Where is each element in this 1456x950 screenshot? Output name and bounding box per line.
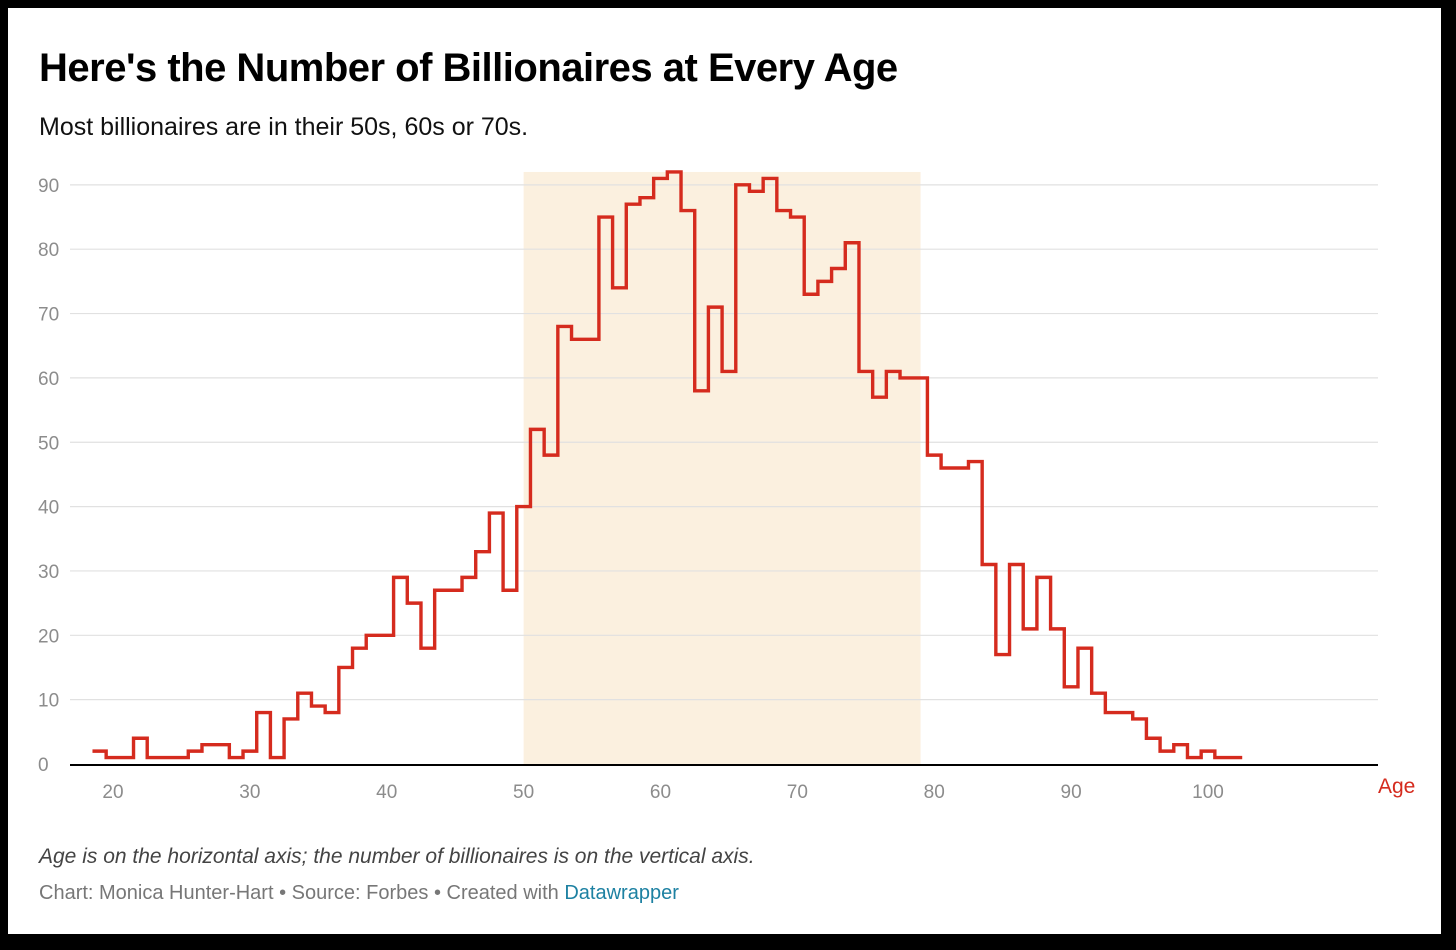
x-tick-label: 90: [1061, 782, 1082, 803]
datawrapper-link[interactable]: Datawrapper: [564, 882, 679, 904]
x-tick-label: 100: [1192, 782, 1224, 803]
y-tick-label: 0: [38, 755, 49, 776]
x-tick-label: 70: [787, 782, 808, 803]
y-tick-label: 10: [38, 691, 59, 712]
x-tick-label: 80: [924, 782, 945, 803]
y-tick-label: 90: [38, 176, 59, 197]
grid-layer: [70, 184, 1378, 701]
series-line: [92, 170, 1243, 760]
x-tick-label: 40: [376, 782, 397, 803]
chart-card: Here's the Number of Billionaires at Eve…: [8, 8, 1441, 934]
chart-title: Here's the Number of Billionaires at Eve…: [39, 46, 898, 90]
chart-note: Age is on the horizontal axis; the numbe…: [39, 845, 755, 868]
byline-author: Chart: Monica Hunter-Hart: [39, 882, 274, 904]
y-tick-label: 20: [38, 626, 59, 647]
highlight-layer: [523, 171, 921, 765]
byline-source: Source: Forbes: [291, 882, 429, 904]
y-tick-label: 40: [38, 498, 59, 519]
byline-separator: •: [428, 882, 447, 904]
x-tick-label: 20: [102, 782, 123, 803]
x-tick-label: 30: [239, 782, 260, 803]
byline-created-with: Created with: [446, 882, 565, 904]
x-tick-label: 60: [650, 782, 671, 803]
y-tick-label: 50: [38, 433, 59, 454]
chart-byline: Chart: Monica Hunter-Hart • Source: Forb…: [39, 882, 679, 905]
highlight-band: [523, 171, 921, 765]
step-chart: 0 10 20 30 40 50 60 70 80 90 20 30 40 50 60 70 80 90 100 A…: [38, 170, 1415, 803]
y-tick-label: 80: [38, 240, 59, 261]
chart-subtitle: Most billionaires are in their 50s, 60s …: [39, 113, 529, 141]
series-layer: [92, 170, 1243, 760]
x-axis-title: Age: [1378, 775, 1415, 798]
x-tick-label: 50: [513, 782, 534, 803]
byline-separator: •: [273, 882, 292, 904]
axis-layer: 0 10 20 30 40 50 60 70 80 90 20 30 40 50 60 70 80 90 100: [38, 176, 1378, 803]
y-tick-label: 60: [38, 369, 59, 390]
y-tick-label: 70: [38, 305, 59, 326]
y-tick-label: 30: [38, 562, 59, 583]
